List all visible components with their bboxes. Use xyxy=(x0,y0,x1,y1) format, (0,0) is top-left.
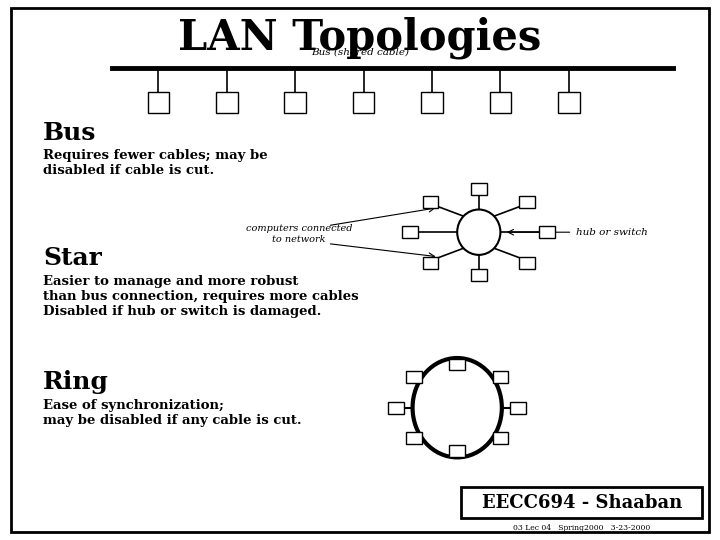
Bar xyxy=(423,257,438,269)
Bar xyxy=(519,195,535,207)
Bar xyxy=(519,257,535,269)
Bar xyxy=(284,92,306,113)
Bar xyxy=(423,195,438,207)
Text: Ease of synchronization;
may be disabled if any cable is cut.: Ease of synchronization; may be disabled… xyxy=(43,399,302,427)
Bar xyxy=(421,92,443,113)
Text: Star: Star xyxy=(43,246,102,269)
Bar xyxy=(558,92,580,113)
Text: Easier to manage and more robust
than bus connection, requires more cables
Disab: Easier to manage and more robust than bu… xyxy=(43,275,359,319)
Bar xyxy=(471,269,487,281)
Bar xyxy=(449,359,465,370)
Text: Ring: Ring xyxy=(43,370,109,394)
Text: Bus: Bus xyxy=(43,122,96,145)
Bar xyxy=(402,226,418,238)
Bar xyxy=(148,92,169,113)
Text: hub or switch: hub or switch xyxy=(576,228,648,237)
Bar xyxy=(388,402,404,414)
Text: LAN Topologies: LAN Topologies xyxy=(179,16,541,59)
Bar xyxy=(539,226,555,238)
Text: Bus (shared cable): Bus (shared cable) xyxy=(311,48,409,57)
Bar xyxy=(406,433,422,444)
Ellipse shape xyxy=(413,358,502,457)
Text: 03 Lec 04   Spring2000   3-23-2000: 03 Lec 04 Spring2000 3-23-2000 xyxy=(513,524,650,532)
Bar xyxy=(510,402,526,414)
Bar xyxy=(406,371,422,383)
Text: Requires fewer cables; may be
disabled if cable is cut.: Requires fewer cables; may be disabled i… xyxy=(43,148,268,177)
Bar xyxy=(492,433,508,444)
Bar xyxy=(471,183,487,195)
Bar xyxy=(461,487,702,518)
Bar xyxy=(353,92,374,113)
Text: computers connected
to network: computers connected to network xyxy=(246,224,352,244)
Bar xyxy=(449,445,465,457)
Bar xyxy=(490,92,511,113)
Bar xyxy=(492,371,508,383)
Bar xyxy=(216,92,238,113)
Text: EECC694 - Shaaban: EECC694 - Shaaban xyxy=(482,494,682,512)
Ellipse shape xyxy=(457,210,500,255)
